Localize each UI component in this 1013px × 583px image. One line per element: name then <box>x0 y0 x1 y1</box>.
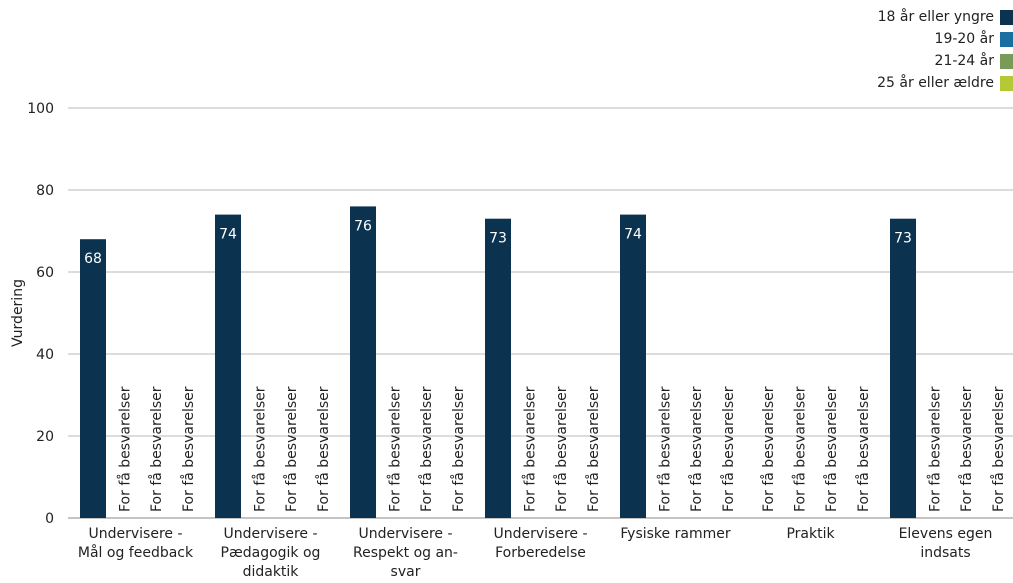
legend-item-19-20: 19-20 år <box>877 28 1013 50</box>
x-tick-label: Undervisere - <box>493 526 587 542</box>
data-label: 73 <box>489 231 507 247</box>
insufficient-responses-label: For få besvarelser <box>657 386 674 512</box>
insufficient-responses-label: For få besvarelser <box>990 386 1007 512</box>
insufficient-responses-label: For få besvarelser <box>522 386 539 512</box>
legend-label: 19-20 år <box>934 31 994 47</box>
bar <box>620 214 646 518</box>
x-tick-label: Praktik <box>786 526 835 542</box>
data-label: 74 <box>624 227 642 243</box>
x-tick-label: indsats <box>920 545 970 561</box>
y-tick-label: 60 <box>36 265 54 281</box>
insufficient-responses-label: For få besvarelser <box>792 386 809 512</box>
insufficient-responses-label: For få besvarelser <box>823 386 840 512</box>
legend-label: 18 år eller yngre <box>877 9 994 25</box>
legend: 18 år eller yngre 19-20 år 21-24 år 25 å… <box>877 6 1013 94</box>
data-label: 74 <box>219 227 237 243</box>
insufficient-responses-label: For få besvarelser <box>418 386 435 512</box>
insufficient-responses-label: For få besvarelser <box>387 386 404 512</box>
legend-swatch <box>1000 75 1013 91</box>
insufficient-responses-label: For få besvarelser <box>760 386 777 512</box>
insufficient-responses-label: For få besvarelser <box>927 386 944 512</box>
insufficient-responses-label: For få besvarelser <box>283 386 300 512</box>
legend-label: 25 år eller ældre <box>877 75 994 91</box>
y-tick-label: 100 <box>27 101 54 117</box>
bar <box>890 218 916 518</box>
legend-swatch <box>1000 31 1013 47</box>
y-tick-label: 0 <box>45 511 54 527</box>
legend-label: 21-24 år <box>934 53 994 69</box>
x-tick-label: Fysiske rammer <box>620 526 730 542</box>
x-tick-label: Pædagogik og <box>221 545 321 561</box>
bar <box>215 214 241 518</box>
legend-item-18-or-younger: 18 år eller yngre <box>877 6 1013 28</box>
insufficient-responses-label: For få besvarelser <box>720 386 737 512</box>
data-label: 73 <box>894 231 912 247</box>
x-tick-label: Undervisere - <box>358 526 452 542</box>
insufficient-responses-label: For få besvarelser <box>958 386 975 512</box>
y-tick-label: 80 <box>36 183 54 199</box>
legend-item-25-or-older: 25 år eller ældre <box>877 72 1013 94</box>
y-axis-label: Vurdering <box>10 279 26 347</box>
x-tick-label: Forberedelse <box>495 545 586 561</box>
insufficient-responses-label: For få besvarelser <box>148 386 165 512</box>
x-tick-label: Mål og feedback <box>78 544 194 561</box>
legend-swatch <box>1000 9 1013 25</box>
insufficient-responses-label: For få besvarelser <box>855 386 872 512</box>
legend-swatch <box>1000 53 1013 69</box>
data-label: 68 <box>84 251 102 267</box>
insufficient-responses-label: For få besvarelser <box>553 386 570 512</box>
insufficient-responses-label: For få besvarelser <box>688 386 705 512</box>
y-tick-label: 20 <box>36 429 54 445</box>
insufficient-responses-label: For få besvarelser <box>117 386 134 512</box>
bar <box>80 239 106 518</box>
x-tick-label: Elevens egen <box>899 526 993 542</box>
bar <box>350 206 376 518</box>
x-tick-label: svar <box>391 564 421 580</box>
data-label: 76 <box>354 218 372 234</box>
bar <box>485 218 511 518</box>
insufficient-responses-label: For få besvarelser <box>450 386 467 512</box>
y-tick-label: 40 <box>36 347 54 363</box>
x-tick-label: didaktik <box>243 564 300 580</box>
insufficient-responses-label: For få besvarelser <box>315 386 332 512</box>
insufficient-responses-label: For få besvarelser <box>585 386 602 512</box>
insufficient-responses-label: For få besvarelser <box>252 386 269 512</box>
insufficient-responses-label: For få besvarelser <box>180 386 197 512</box>
x-tick-label: Undervisere - <box>88 526 182 542</box>
x-tick-label: Undervisere - <box>223 526 317 542</box>
legend-item-21-24: 21-24 år <box>877 50 1013 72</box>
x-tick-label: Respekt og an- <box>353 545 458 561</box>
